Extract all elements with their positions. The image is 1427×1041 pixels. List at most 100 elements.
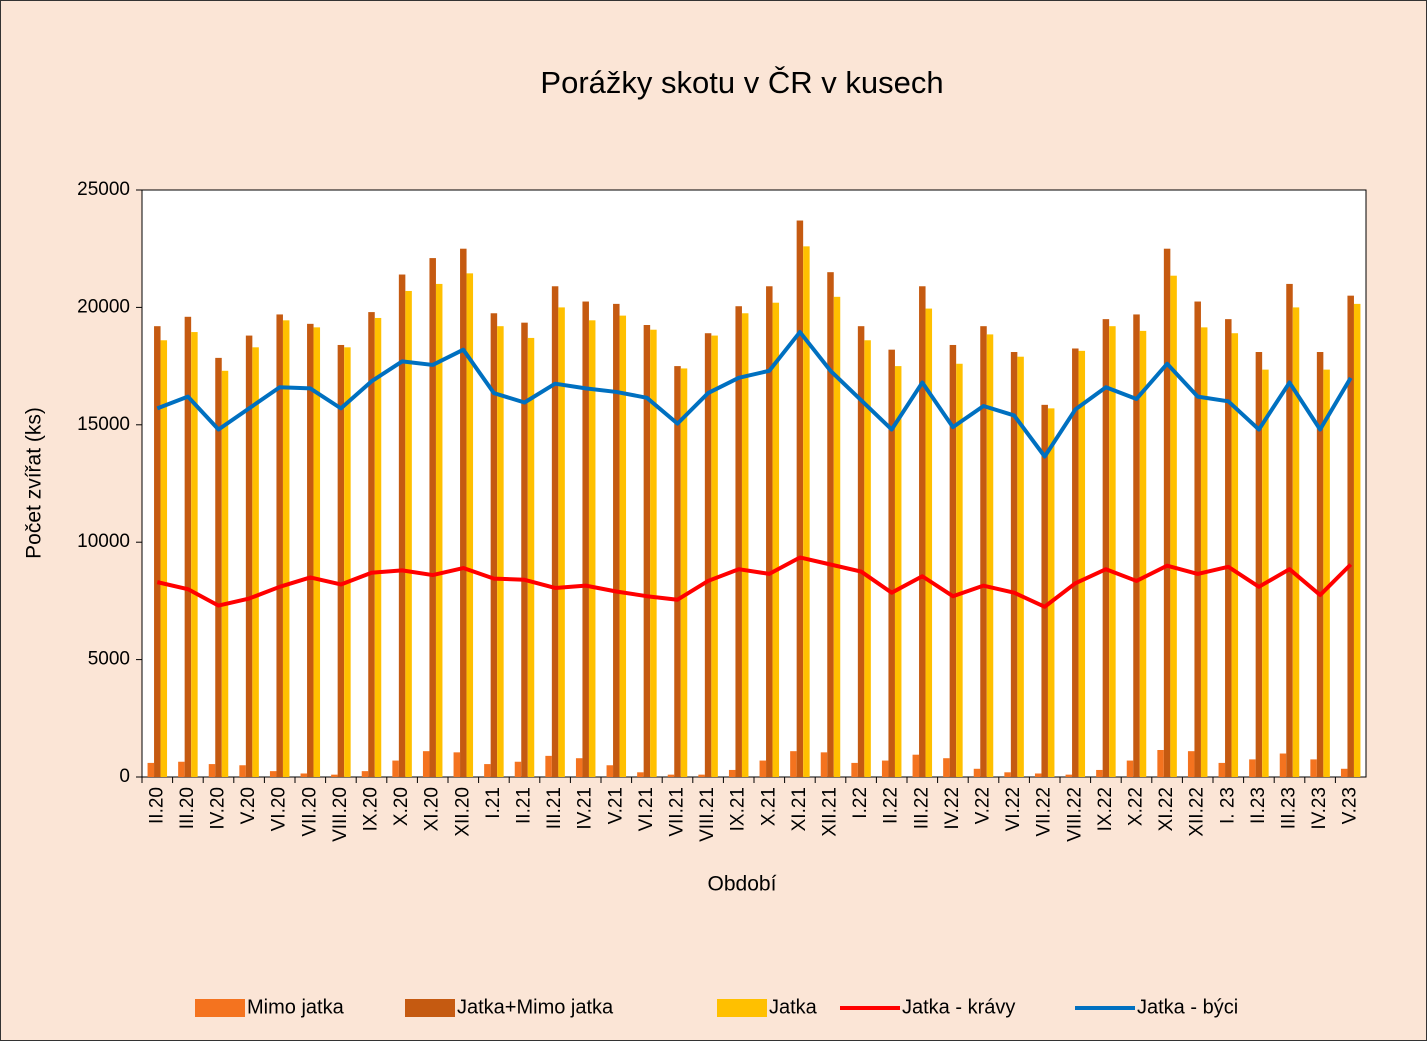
x-tick-label: X.21: [758, 787, 779, 826]
bar: [276, 314, 283, 777]
bar: [1065, 774, 1073, 777]
bar: [521, 322, 528, 777]
bar: [307, 323, 314, 777]
bar: [422, 751, 430, 777]
legend-label: Jatka+Mimo jatka: [457, 996, 614, 1018]
bar: [497, 326, 504, 777]
bar: [1109, 326, 1116, 777]
legend-swatch: [195, 999, 245, 1017]
bar: [398, 274, 406, 777]
bar: [392, 760, 399, 777]
bar: [650, 329, 657, 777]
bar: [1231, 333, 1239, 777]
bar: [637, 772, 644, 777]
bar: [245, 335, 253, 777]
bar: [1157, 749, 1164, 777]
bar: [374, 317, 382, 777]
bar: [980, 326, 987, 777]
bar: [1316, 352, 1324, 777]
bar: [766, 286, 773, 777]
x-tick-label: III.23: [1279, 787, 1300, 829]
bar: [1225, 319, 1232, 777]
bar: [582, 301, 589, 777]
x-tick-label: I. 23: [1217, 787, 1238, 824]
bar: [361, 771, 369, 777]
legend-label: Jatka: [769, 996, 818, 1018]
x-tick-label: X.20: [391, 787, 412, 826]
bar: [490, 313, 498, 777]
bar: [527, 337, 535, 777]
bar: [1292, 307, 1300, 777]
bar: [429, 258, 436, 777]
y-tick-label: 5000: [88, 649, 130, 670]
x-tick-label: III.22: [911, 787, 932, 829]
plot-area: [141, 189, 1367, 778]
y-tick-label: 15000: [77, 414, 130, 435]
x-tick-label: VII.20: [299, 787, 320, 837]
bar: [833, 296, 841, 777]
bar: [956, 363, 963, 777]
x-tick-label: VI.20: [269, 787, 290, 831]
bar: [154, 326, 161, 777]
bar: [619, 315, 627, 777]
bar: [1194, 301, 1201, 777]
bar: [1041, 404, 1048, 777]
bar: [790, 751, 797, 777]
bar: [1353, 303, 1361, 777]
x-tick-label: VIII.21: [697, 787, 718, 842]
bar: [221, 370, 229, 777]
y-tick-label: 0: [119, 766, 130, 787]
bar: [1096, 769, 1103, 777]
bar: [973, 768, 981, 777]
bar: [435, 283, 443, 777]
bar: [1323, 369, 1330, 777]
x-tick-label: III.21: [544, 787, 565, 829]
bar: [1047, 408, 1055, 777]
x-tick-label: II.22: [881, 787, 902, 824]
bar: [888, 349, 895, 777]
bar: [239, 765, 246, 777]
x-axis-title: Období: [708, 873, 777, 896]
bar: [160, 340, 168, 777]
bar: [184, 316, 192, 777]
chart-title: Porážky skotu v ČR v kusech: [540, 65, 943, 100]
bar: [680, 368, 688, 777]
bar: [735, 306, 742, 777]
bar: [741, 313, 749, 777]
bar: [337, 344, 345, 777]
bar: [300, 773, 308, 777]
x-tick-label: IX.20: [361, 787, 382, 831]
y-axis-title: Počet zvířat (ks): [23, 407, 46, 559]
bar: [1017, 356, 1024, 777]
x-tick-label: XI.22: [1156, 787, 1177, 831]
bar: [772, 302, 780, 777]
bar: [484, 764, 491, 777]
legend-label: Jatka - krávy: [902, 996, 1015, 1018]
x-tick-label: XII.22: [1187, 787, 1208, 837]
x-tick-label: X.22: [1126, 787, 1147, 826]
bar: [796, 220, 804, 778]
bar: [1340, 768, 1348, 777]
bar: [1262, 369, 1269, 777]
bar: [1170, 275, 1177, 777]
x-tick-label: V.21: [605, 787, 626, 824]
bar: [269, 771, 277, 777]
bar: [1187, 751, 1195, 777]
bar: [215, 357, 222, 777]
bar: [575, 758, 583, 777]
bar: [147, 762, 155, 777]
bar: [857, 326, 865, 777]
x-tick-label: III.20: [177, 787, 198, 829]
bar: [674, 366, 681, 777]
bar: [466, 273, 474, 777]
bar: [405, 290, 412, 777]
x-tick-label: XI.20: [422, 787, 443, 831]
bar: [1078, 350, 1086, 777]
y-tick-label: 20000: [77, 296, 130, 317]
bar: [606, 765, 614, 777]
bar: [344, 347, 351, 777]
bar: [704, 333, 712, 777]
bar: [943, 758, 950, 777]
bar: [613, 303, 620, 777]
